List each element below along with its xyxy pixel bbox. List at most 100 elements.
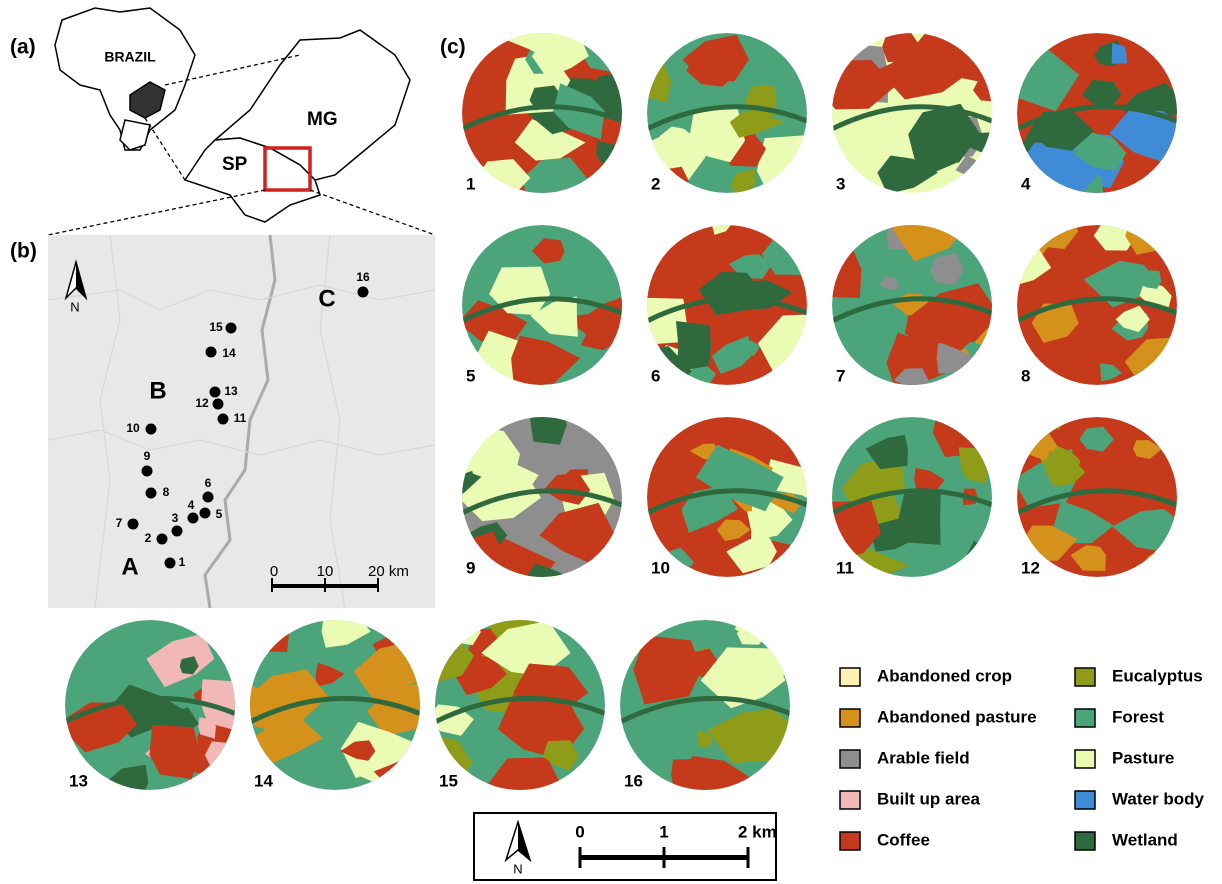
site-label: 8: [163, 485, 170, 499]
land-patch: [899, 492, 941, 545]
landscape: [458, 225, 633, 389]
scale-label: 2 km: [738, 822, 777, 841]
land-patch: [1038, 410, 1063, 430]
land-patch: [969, 226, 995, 245]
legend-swatch: [1075, 791, 1095, 809]
landscape-label: 14: [254, 771, 273, 790]
site-label: 1: [179, 555, 186, 569]
legend-label: Wetland: [1112, 830, 1178, 849]
scale-label: 10: [317, 563, 334, 580]
scale-label: 1: [659, 822, 668, 841]
legend-label: Abandoned crop: [877, 666, 1012, 685]
legend-swatch: [1075, 832, 1095, 850]
land-patch: [961, 26, 993, 45]
landscape-label: 10: [651, 558, 670, 577]
site-label: 5: [216, 507, 223, 521]
panel-b: N A B C 0 10 20 km 123456789101112131415…: [48, 235, 435, 608]
legend-swatch: [840, 668, 860, 686]
land-patch: [676, 321, 711, 372]
landscape: [398, 602, 605, 813]
legend-label: Arable field: [877, 748, 970, 767]
site-marker: [142, 466, 153, 477]
scale-label: 0: [270, 563, 278, 580]
landscape-label: 7: [836, 366, 845, 385]
site-marker: [206, 347, 217, 358]
landscape-label: 11: [836, 558, 854, 577]
legend-swatch: [1075, 709, 1095, 727]
landscape-label: 12: [1021, 558, 1040, 577]
landscape-label: 5: [466, 366, 475, 385]
zoom-line: [310, 190, 435, 235]
site-label: 16: [356, 270, 370, 284]
site-label: 11: [234, 411, 247, 425]
legend-label: Coffee: [877, 830, 930, 849]
site-label: 12: [195, 396, 209, 410]
region-label: B: [149, 377, 166, 404]
legend-swatch: [840, 832, 860, 850]
site-marker: [146, 424, 157, 435]
site-label: 4: [188, 498, 195, 512]
north-label: N: [70, 299, 79, 314]
landscape: [1001, 33, 1207, 211]
landscape-label: 1: [466, 174, 475, 193]
panel-label: (a): [10, 36, 36, 59]
site-label: 3: [172, 511, 179, 525]
site-marker: [226, 323, 237, 334]
land-patch: [440, 615, 481, 645]
site-marker: [146, 488, 157, 499]
legend-label: Built up area: [877, 789, 981, 808]
north-label: N: [513, 861, 522, 876]
land-patch: [466, 414, 494, 438]
landscape: [976, 206, 1191, 388]
state-label: MG: [307, 109, 338, 130]
legend-swatch: [840, 750, 860, 768]
scale-box: N 0 1 2 km: [474, 813, 777, 880]
region-label: A: [121, 553, 138, 580]
landscape-label: 3: [836, 174, 845, 193]
land-patch: [1125, 212, 1187, 255]
country-label: BRAZIL: [104, 49, 156, 65]
land-patch: [584, 228, 616, 252]
legend: Abandoned crop Abandoned pasture Arable fi…: [840, 666, 1204, 850]
brazil-south: [120, 120, 150, 150]
land-patch: [529, 402, 567, 445]
site-marker: [213, 399, 224, 410]
scale-label: 0: [575, 822, 584, 841]
site-label: 13: [224, 384, 238, 398]
landscape: [611, 33, 843, 204]
site-marker: [203, 492, 214, 503]
landscape: [426, 402, 622, 595]
site-marker: [165, 558, 176, 569]
site-label: 7: [116, 516, 123, 530]
panel-label: (c): [440, 36, 466, 59]
landscape-label: 9: [466, 558, 475, 577]
scale-label: 20 km: [368, 563, 409, 580]
site-marker: [128, 519, 139, 530]
landscape: [814, 18, 999, 195]
panel-a: [48, 8, 435, 235]
landscape: [801, 401, 1005, 589]
landscape-label: 13: [69, 771, 88, 790]
site-label: 14: [222, 346, 236, 360]
site-label: 6: [205, 476, 212, 490]
site-label: 2: [145, 531, 152, 545]
legend-label: Abandoned pasture: [877, 707, 1037, 726]
site-label: 15: [209, 320, 223, 334]
site-label: 10: [126, 421, 140, 435]
landscape-label: 8: [1021, 366, 1030, 385]
legend-swatch: [1075, 750, 1095, 768]
land-patch: [1160, 221, 1188, 244]
site-marker: [188, 513, 199, 524]
state-label: SP: [222, 154, 248, 175]
site-marker: [172, 526, 183, 537]
site-label: 9: [144, 449, 151, 463]
legend-label: Forest: [1112, 707, 1164, 726]
figure: (a) BRAZIL SP MG (b) N A B C 0 10 20 km …: [0, 0, 1222, 884]
site-marker: [210, 387, 221, 398]
landscape-label: 4: [1021, 174, 1031, 193]
legend-label: Water body: [1112, 789, 1204, 808]
land-patch: [808, 250, 862, 298]
landscape: [647, 417, 837, 578]
legend-label: Pasture: [1112, 748, 1174, 767]
site-marker: [200, 508, 211, 519]
